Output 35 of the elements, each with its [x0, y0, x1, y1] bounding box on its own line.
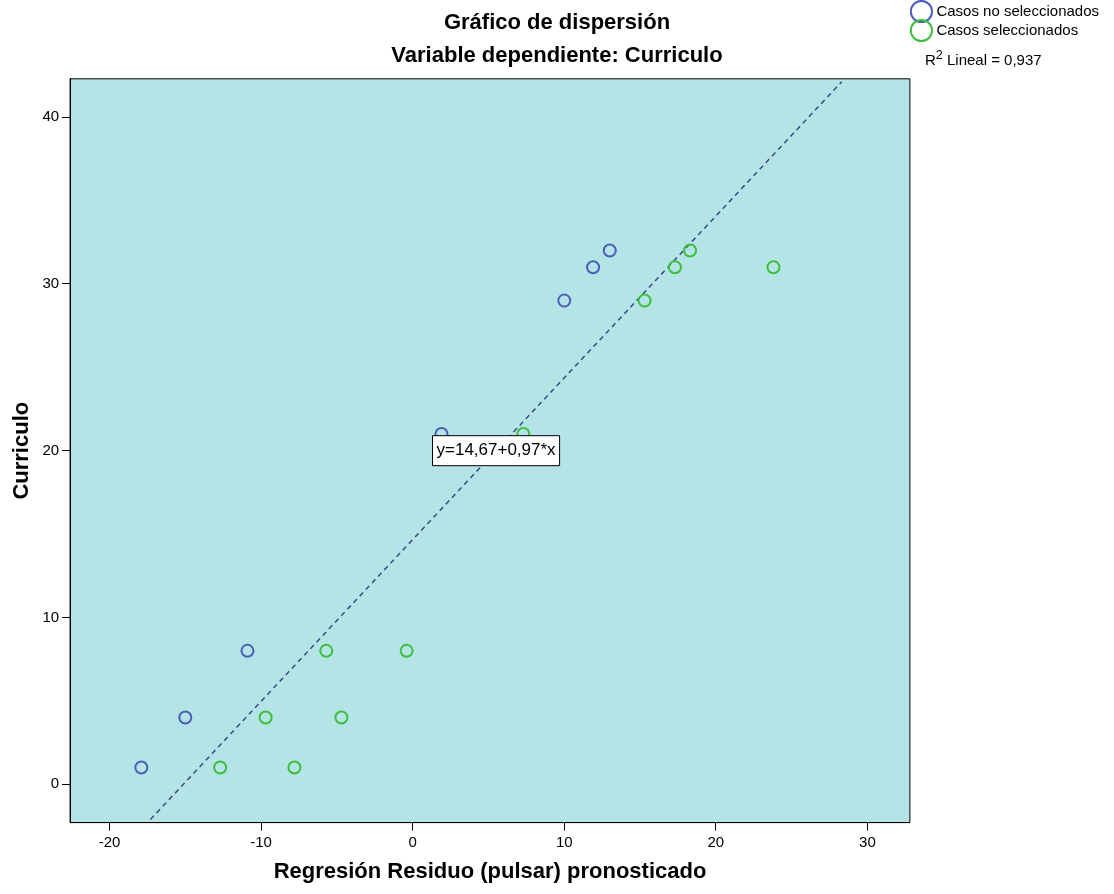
y-tick-label: 20 — [42, 440, 60, 458]
point — [683, 243, 698, 258]
x-tick-label: 10 — [555, 832, 573, 850]
point — [637, 293, 652, 308]
point — [134, 760, 149, 775]
x-tick-label: 0 — [408, 832, 417, 850]
point — [667, 260, 682, 275]
y-tick-label: 30 — [42, 274, 60, 292]
y-axis-title: Curriculo — [8, 401, 34, 500]
legend-label: Casos no seleccionados — [936, 1, 1100, 19]
y-tick-label: 40 — [42, 107, 60, 125]
x-tick-label: 20 — [707, 832, 725, 850]
point — [240, 643, 255, 658]
legend-label: Casos seleccionados — [936, 20, 1079, 38]
point — [287, 760, 302, 775]
point — [178, 710, 193, 725]
point — [319, 643, 334, 658]
chart-subtitle: Variable dependiente: Curriculo — [391, 41, 723, 67]
point — [334, 710, 349, 725]
y-tick-label: 0 — [50, 774, 60, 792]
point — [258, 710, 273, 725]
point — [602, 243, 617, 258]
annotation: y=14,67+0,97*x — [436, 440, 557, 460]
chart-title: Gráfico de dispersión — [443, 9, 671, 35]
point — [213, 760, 228, 775]
x-tick-label: -20 — [98, 832, 121, 850]
point — [557, 293, 572, 308]
x-tick-label: -10 — [250, 832, 272, 850]
point — [586, 260, 601, 275]
text: R$^{2}$ Lineal = 0,937 — [925, 48, 1042, 68]
point — [766, 260, 781, 275]
y-tick-label: 10 — [42, 607, 60, 625]
point — [399, 643, 414, 658]
x-tick-label: 30 — [859, 832, 876, 850]
x-axis-title: Regresión Residuo (pulsar) pronosticado — [273, 857, 707, 883]
